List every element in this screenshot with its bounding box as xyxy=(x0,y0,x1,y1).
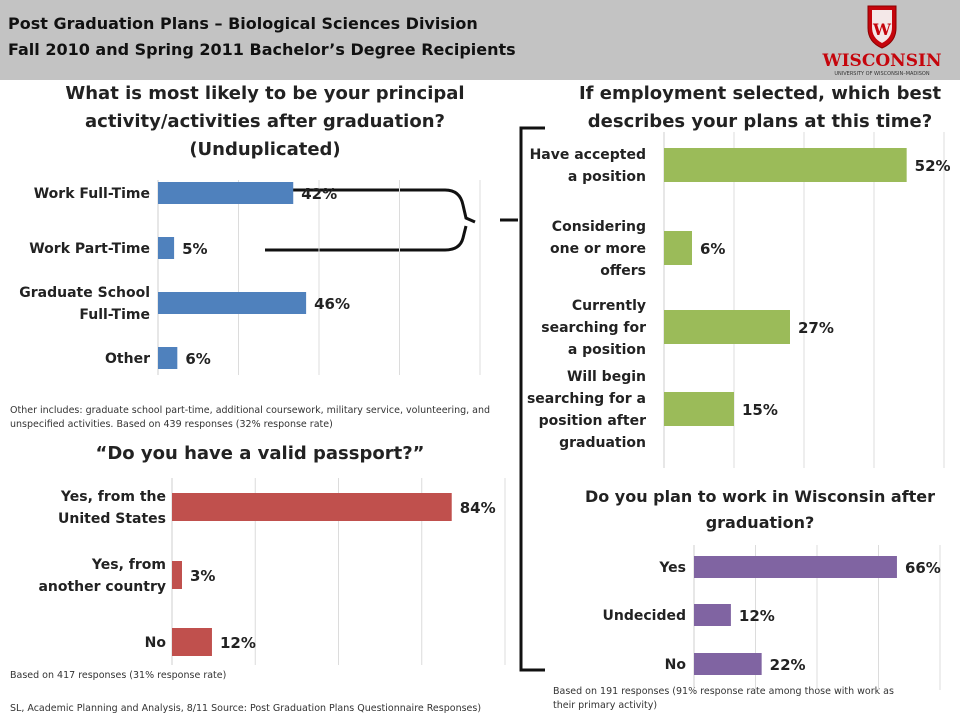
data-label: 84% xyxy=(460,499,496,517)
source-note: SL, Academic Planning and Analysis, 8/11… xyxy=(10,703,482,714)
data-label: 52% xyxy=(915,157,951,175)
bar-have-accepted-a-position xyxy=(664,148,907,182)
bracket-connector xyxy=(245,188,476,252)
data-label: 46% xyxy=(314,295,350,313)
category-label: Work Part-Time xyxy=(29,241,150,257)
data-label: 12% xyxy=(220,634,256,652)
category-label: Work Full-Time xyxy=(34,186,150,202)
header-banner: Post Graduation Plans – Biological Scien… xyxy=(0,0,960,80)
data-label: 15% xyxy=(742,401,778,419)
bar-work-full-time xyxy=(158,182,294,204)
data-label: 6% xyxy=(700,240,725,258)
bar-work-part-time xyxy=(158,237,175,259)
chart-4: 66% Yes 12% Undecided 22% No xyxy=(603,545,941,690)
category-label: Graduate School Full-Time xyxy=(19,285,150,323)
category-label: Currently searching for a position xyxy=(541,298,646,358)
category-label: No xyxy=(145,635,167,651)
bar-yes-from-the-united-states xyxy=(172,493,452,521)
data-label: 22% xyxy=(770,656,806,674)
data-label: 66% xyxy=(905,559,941,577)
bar-undecided xyxy=(694,604,731,626)
activity-note: Other includes: graduate school part-tim… xyxy=(10,405,491,430)
header-subtitle: Fall 2010 and Spring 2011 Bachelor’s Deg… xyxy=(8,40,516,59)
data-label: 42% xyxy=(301,185,337,203)
bar-no xyxy=(172,628,212,656)
logo-wordmark: WISCONSIN xyxy=(822,51,942,71)
header-title: Post Graduation Plans – Biological Scien… xyxy=(8,14,478,33)
category-label: Yes, from the United States xyxy=(58,489,166,527)
uw-crest-icon: W WISCONSIN UNIVERSITY OF WISCONSIN–MADI… xyxy=(822,5,942,77)
category-label: No xyxy=(665,657,687,673)
chart4-title: Do you plan to work in Wisconsin after g… xyxy=(584,487,936,532)
bar-yes-from-another-country xyxy=(172,561,182,589)
data-label: 27% xyxy=(798,319,834,337)
category-label: Considering one or more offers xyxy=(550,219,646,279)
logo-subtext: UNIVERSITY OF WISCONSIN–MADISON xyxy=(834,71,929,77)
data-label: 12% xyxy=(739,607,775,625)
uw-madison-logo: W WISCONSIN UNIVERSITY OF WISCONSIN–MADI… xyxy=(812,4,952,78)
bar-other xyxy=(158,347,178,369)
wisconsin-note: Based on 191 responses (91% response rat… xyxy=(553,686,894,711)
category-label: Will begin searching for a position after g… xyxy=(527,369,646,451)
category-label: Have accepted a position xyxy=(530,147,646,185)
bar-will-begin-searching-for-a-position-after-graduation xyxy=(664,392,734,426)
category-label: Yes xyxy=(658,560,686,576)
chart-1: 42% Work Full-Time 5% Work Part-Time 46% Grad… xyxy=(19,180,481,375)
data-label: 3% xyxy=(190,567,215,585)
chart-2: 52% Have accepted a position 6% Considering o… xyxy=(527,132,951,468)
chart-3: 84% Yes, from the United States 3% Yes, from… xyxy=(38,478,506,665)
chart2-title: If employment selected, which best descr… xyxy=(578,83,942,132)
data-label: 5% xyxy=(182,240,207,258)
bar-graduate-school-full-time xyxy=(158,292,307,314)
bar-currently-searching-for-a-position xyxy=(664,310,790,344)
bar-yes xyxy=(694,556,897,578)
employment-bracket xyxy=(519,126,545,672)
data-label: 6% xyxy=(185,350,210,368)
logo-crest-letter: W xyxy=(872,20,892,39)
category-label: Other xyxy=(105,351,150,367)
chart3-title: “Do you have a valid passport?” xyxy=(95,443,425,464)
bar-considering-one-or-more-offers xyxy=(664,231,692,265)
passport-note: Based on 417 responses (31% response rat… xyxy=(10,670,227,681)
bar-no xyxy=(694,653,762,675)
category-label: Undecided xyxy=(603,608,687,624)
chart1-title: What is most likely to be your principal… xyxy=(65,83,465,160)
category-label: Yes, from another country xyxy=(38,557,166,595)
